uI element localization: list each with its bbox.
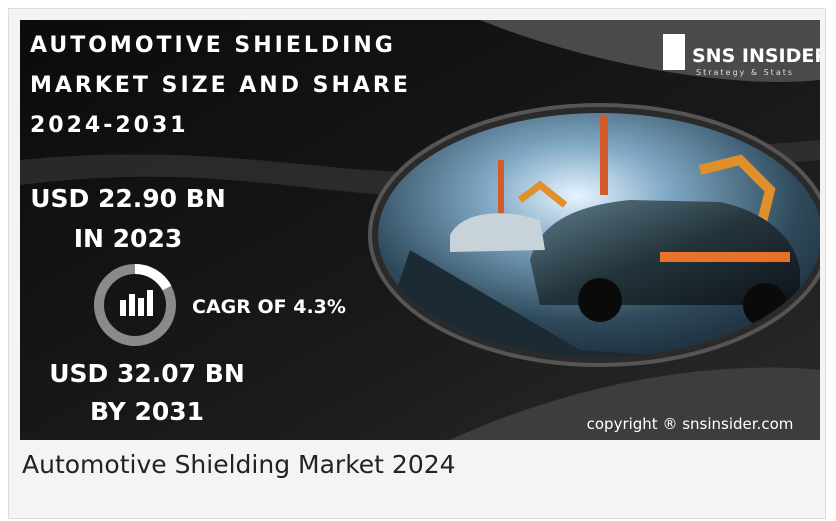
logo: SNS INSIDER Strategy & Stats (663, 34, 820, 77)
pillar (498, 160, 504, 220)
swoosh (450, 367, 820, 440)
title-line: 2024-2031 (30, 113, 189, 138)
car-light (660, 252, 790, 262)
pillar (600, 115, 608, 195)
start-value: USD 22.90 BN (30, 184, 226, 213)
brand: SNS INSIDER (692, 45, 820, 67)
title-line: MARKET SIZE AND SHARE (30, 73, 411, 98)
icon-bar (138, 298, 144, 316)
cagr: CAGR OF 4.3% (192, 296, 346, 318)
title-line: AUTOMOTIVE SHIELDING (30, 33, 396, 58)
brand-tagline: Strategy & Stats (696, 68, 794, 77)
robot-arm (517, 180, 568, 208)
donut-highlight (134, 263, 172, 291)
infographic: AUTOMOTIVE SHIELDING MARKET SIZE AND SHA… (20, 20, 820, 440)
car (450, 213, 545, 252)
logo-icon (663, 34, 685, 70)
robot-arm (698, 154, 776, 232)
start-year: IN 2023 (74, 224, 183, 253)
icon-bar (129, 294, 135, 316)
end-year: BY 2031 (90, 397, 204, 426)
factory-photo (378, 113, 820, 357)
icon-bar (120, 300, 126, 316)
end-value: USD 32.07 BN (49, 359, 245, 388)
caption: Automotive Shielding Market 2024 (22, 450, 456, 479)
icon-bar (147, 290, 153, 316)
copyright: copyright ® snsinsider.com (587, 415, 794, 433)
chart-icon (120, 290, 153, 316)
wheel (578, 278, 622, 322)
swoosh (480, 20, 820, 82)
